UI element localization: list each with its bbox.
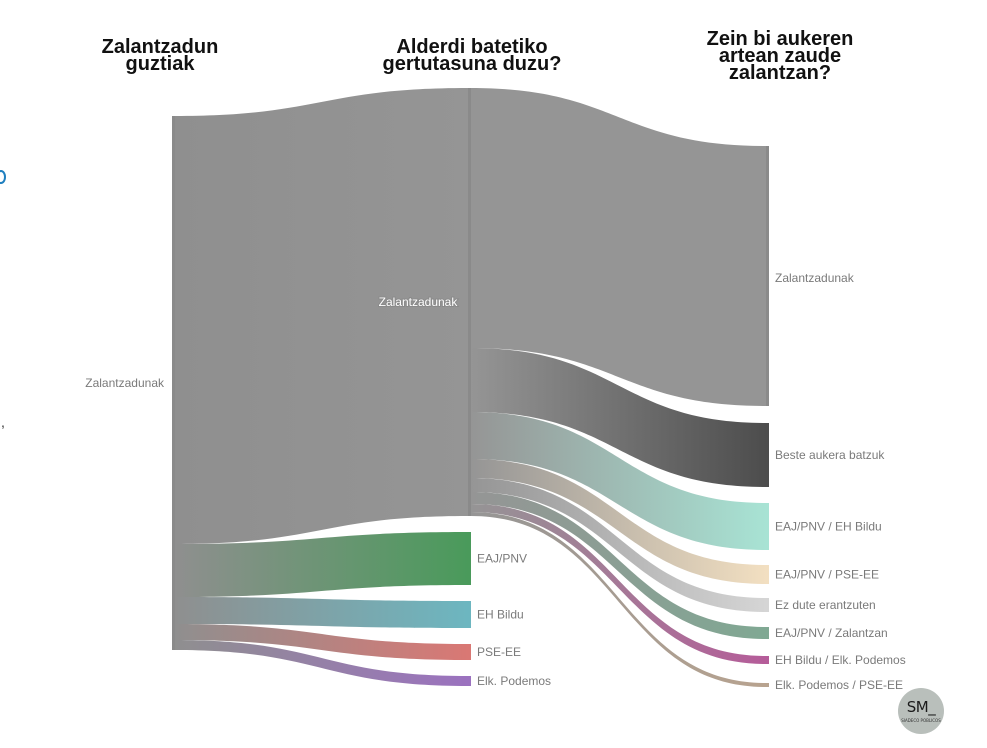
column-title-line: gertutasuna duzu? [382,53,562,75]
sankey-label-r_ez: Ez dute erantzuten [775,598,876,612]
sankey-node-r_eaj_zal [766,627,769,639]
column-title-line: artean zaude [718,45,842,67]
column-title-line: Alderdi batetiko [396,36,548,58]
sankey-node-all [172,116,175,650]
logo-text: SM_ [906,698,936,716]
sankey-label-mid_zal: Zalantzadunak [379,295,459,309]
column-title-line: guztiak [125,53,195,75]
sankey-node-pse [468,644,471,660]
sankey-node-r_ehb_pod [766,656,769,664]
sankey-link-all-to-pod [175,640,468,686]
sankey-link-mid_zal-to-r_ehb_pod [471,504,766,664]
sankey-nodes [172,88,769,687]
sankey-link-all-to-ehb [175,597,468,628]
sankey-node-pod [468,676,471,686]
column-title-two-options: Zein bi aukeren artean zaude zalantzan? [690,28,870,84]
sankey-node-r_zal [766,146,769,406]
sankey-label-eaj: EAJ/PNV [477,552,527,566]
sankey-label-r_zal: Zalantzadunak [775,271,855,285]
cropped-edge-mark [0,170,6,184]
sankey-node-r_beste [766,423,769,487]
sankey-label-all: Zalantzadunak [85,376,165,390]
sankey-link-all-to-pse [175,624,468,660]
brand-logo: SM_ SIADECO POBLICOS [898,688,944,734]
sankey-labels: Zalantzadunak Zalantzadunak EAJ/PNV EH Bild… [85,271,905,692]
cropped-edge-comma: , [1,414,5,430]
sankey-node-r_ez [766,598,769,612]
sankey-label-r_eaj_ehb: EAJ/PNV / EH Bildu [775,520,882,534]
column-title-party-closeness: Alderdi batetiko gertutasuna duzu? [372,36,572,75]
sankey-label-r_eaj_zal: EAJ/PNV / Zalantzan [775,626,888,640]
sankey-label-r_eaj_pse: EAJ/PNV / PSE-EE [775,568,879,582]
column-title-line: Zein bi aukeren [706,28,854,50]
sankey-label-pod: Elk. Podemos [477,674,551,688]
column-title-line: zalantzan? [728,62,832,84]
sankey-node-r_pod_pse [766,683,769,687]
sankey-link-mid_zal-to-r_beste [471,348,766,487]
sankey-links [175,88,766,687]
column-title-line: Zalantzadun [101,36,219,58]
column-title-all-undecided: Zalantzadun guztiak [80,36,240,75]
sankey-link-mid_zal-to-r_eaj_zal [471,492,766,639]
sankey-label-ehb: EH Bildu [477,608,524,622]
sankey-link-mid_zal-to-r_eaj_ehb [471,412,766,550]
sankey-link-all-to-mid_zal [175,88,468,544]
sankey-link-mid_zal-to-r_eaj_pse [471,459,766,584]
sankey-label-r_ehb_pod: EH Bildu / Elk. Podemos [775,653,906,667]
logo-subtitle: SIADECO POBLICOS [901,718,941,723]
sankey-link-mid_zal-to-r_zal [471,88,766,406]
sankey-link-mid_zal-to-r_pod_pse [471,512,766,687]
sankey-node-mid_zal [468,88,471,516]
sankey-label-r_beste: Beste aukera batzuk [775,448,885,462]
sankey-node-ehb [468,601,471,628]
sankey-node-r_eaj_ehb [766,503,769,550]
sankey-node-eaj [468,532,471,585]
sankey-label-pse: PSE-EE [477,645,521,659]
sankey-link-all-to-eaj [175,532,468,597]
sankey-node-r_eaj_pse [766,565,769,584]
sankey-label-r_pod_pse: Elk. Podemos / PSE-EE [775,678,903,692]
sankey-link-mid_zal-to-r_ez [471,478,766,612]
